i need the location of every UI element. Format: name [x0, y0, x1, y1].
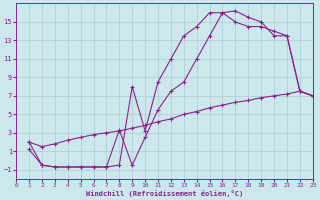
X-axis label: Windchill (Refroidissement éolien,°C): Windchill (Refroidissement éolien,°C)	[86, 190, 243, 197]
